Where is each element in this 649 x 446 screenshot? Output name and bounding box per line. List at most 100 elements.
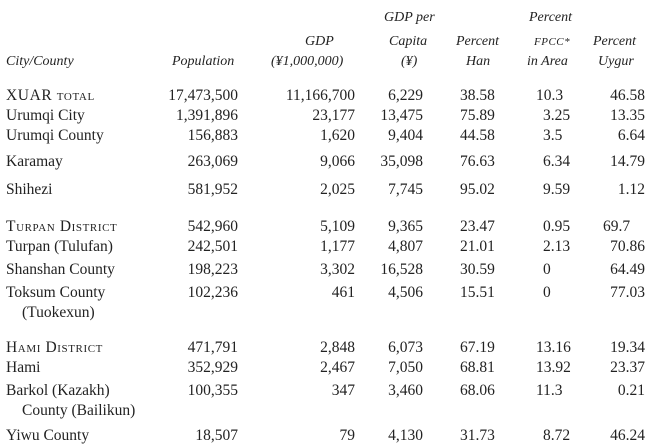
row-name: Shihezi xyxy=(6,181,53,198)
row-percent-fpcc: 8.72 xyxy=(543,427,571,444)
row-gdp: 9,066 xyxy=(320,153,355,170)
row-population: 102,236 xyxy=(187,284,238,301)
header-population: Population xyxy=(172,54,235,69)
row-gdp-per-capita: 13,475 xyxy=(380,107,423,124)
row-percent-uygur: 46.24 xyxy=(610,427,645,444)
row-population: 471,791 xyxy=(187,339,238,356)
table-row: Hami 352,929 2,467 7,050 68.81 13.92 23.… xyxy=(4,358,649,378)
row-percent-fpcc: 11.3 xyxy=(536,382,563,399)
header-gdp-line-2: (¥1,000,000) xyxy=(271,54,344,69)
row-name: Hami xyxy=(6,359,41,376)
row-percent-uygur: 69.7 xyxy=(603,218,631,235)
row-name: Turpan District xyxy=(6,218,118,235)
row-population: 18,507 xyxy=(195,427,238,444)
table-row: Urumqi City 1,391,896 23,177 13,475 75.8… xyxy=(4,106,649,126)
row-percent-uygur: 46.58 xyxy=(610,87,645,104)
row-gdp: 2,848 xyxy=(320,339,355,356)
row-name: Hami District xyxy=(6,339,104,356)
row-gdp-per-capita: 6,229 xyxy=(388,87,423,104)
row-name-continuation: (Tuokexun) xyxy=(22,304,95,321)
row-gdp: 11,166,700 xyxy=(285,87,355,104)
row-percent-uygur: 64.49 xyxy=(610,261,645,278)
header-uygur-line-1: Percent xyxy=(593,34,637,49)
row-percent-uygur: 14.79 xyxy=(610,153,645,170)
row-percent-han: 38.58 xyxy=(460,87,495,104)
table-row: Shanshan County 198,223 3,302 16,528 30.… xyxy=(4,260,649,280)
table-row: XUAR total 17,473,500 11,166,700 6,229 3… xyxy=(4,86,649,106)
header-fpcc-line-3: in Area xyxy=(527,54,568,69)
row-percent-fpcc: 0 xyxy=(543,284,551,301)
row-population: 198,223 xyxy=(187,261,238,278)
row-percent-fpcc: 3.25 xyxy=(543,107,571,124)
row-percent-uygur: 19.34 xyxy=(610,339,645,356)
row-percent-fpcc: 6.34 xyxy=(543,153,571,170)
row-percent-fpcc: 0.95 xyxy=(543,218,571,235)
row-gdp-per-capita: 3,460 xyxy=(388,382,423,399)
header-uygur-line-2: Uygur xyxy=(598,54,634,69)
row-population: 542,960 xyxy=(187,218,238,235)
row-percent-fpcc: 0 xyxy=(543,261,551,278)
table-row: Karamay 263,069 9,066 35,098 76.63 6.34 … xyxy=(4,152,649,172)
header-han-line-2: Han xyxy=(466,54,491,69)
row-gdp: 2,025 xyxy=(320,181,355,198)
row-gdp: 2,467 xyxy=(320,359,355,376)
row-name: Toksum County xyxy=(6,284,106,301)
header-fpcc-line-1: Percent xyxy=(529,10,573,25)
row-percent-uygur: 6.64 xyxy=(617,127,645,144)
row-percent-han: 68.81 xyxy=(460,359,495,376)
row-percent-uygur: 77.03 xyxy=(610,284,645,301)
row-percent-uygur: 70.86 xyxy=(610,238,645,255)
row-percent-uygur: 1.12 xyxy=(617,181,645,198)
row-gdp-per-capita: 4,807 xyxy=(388,238,423,255)
row-gdp: 79 xyxy=(339,427,356,444)
row-gdp-per-capita: 4,506 xyxy=(388,284,423,301)
row-percent-han: 21.01 xyxy=(460,238,495,255)
header-city: City/County xyxy=(6,54,74,69)
table-row: Turpan (Tulufan) 242,501 1,177 4,807 21.… xyxy=(4,237,649,257)
row-percent-uygur: 13.35 xyxy=(610,107,645,124)
row-name-continuation: County (Bailikun) xyxy=(22,402,136,419)
row-percent-fpcc: 10.3 xyxy=(536,87,564,104)
row-percent-fpcc: 3.5 xyxy=(543,127,563,144)
row-percent-han: 67.19 xyxy=(460,339,495,356)
row-percent-uygur: 23.37 xyxy=(610,359,645,376)
row-population: 581,952 xyxy=(187,181,238,198)
row-percent-han: 75.89 xyxy=(460,107,495,124)
row-name: Barkol (Kazakh) xyxy=(6,382,110,399)
row-population: 17,473,500 xyxy=(168,87,238,104)
table-row: Barkol (Kazakh) County (Bailikun) 100,35… xyxy=(4,381,649,423)
header-fpcc-line-2: FPCC* xyxy=(534,36,571,48)
row-name: Urumqi County xyxy=(6,127,104,144)
row-gdp-per-capita: 7,050 xyxy=(388,359,423,376)
row-name: Karamay xyxy=(6,153,63,170)
table-row: Urumqi County 156,883 1,620 9,404 44.58 … xyxy=(4,126,649,146)
row-population: 156,883 xyxy=(187,127,238,144)
row-percent-fpcc: 2.13 xyxy=(543,238,571,255)
row-gdp: 23,177 xyxy=(312,107,355,124)
row-gdp-per-capita: 9,365 xyxy=(388,218,423,235)
row-gdp: 1,177 xyxy=(320,238,355,255)
table-row: Yiwu County 18,507 79 4,130 31.73 8.72 4… xyxy=(4,426,649,446)
row-percent-fpcc: 13.92 xyxy=(536,359,571,376)
table-row: Turpan District 542,960 5,109 9,365 23.4… xyxy=(4,217,649,237)
row-name: XUAR total xyxy=(6,87,95,104)
row-gdp: 5,109 xyxy=(320,218,355,235)
row-population: 242,501 xyxy=(187,238,238,255)
row-population: 100,355 xyxy=(187,382,238,399)
row-percent-han: 44.58 xyxy=(460,127,495,144)
row-percent-han: 68.06 xyxy=(460,382,495,399)
header-gdppc-line-3: (¥) xyxy=(401,54,418,69)
row-percent-han: 23.47 xyxy=(460,218,495,235)
row-gdp: 461 xyxy=(331,284,355,301)
row-population: 1,391,896 xyxy=(176,107,238,124)
row-gdp: 3,302 xyxy=(320,261,355,278)
row-gdp-per-capita: 7,745 xyxy=(388,181,423,198)
header-gdp-line-1: GDP xyxy=(305,34,334,49)
row-percent-han: 30.59 xyxy=(460,261,495,278)
row-percent-han: 31.73 xyxy=(460,427,495,444)
row-gdp-per-capita: 35,098 xyxy=(380,153,423,170)
row-population: 352,929 xyxy=(187,359,238,376)
table-row: Toksum County (Tuokexun) 102,236 461 4,5… xyxy=(4,283,649,325)
row-percent-han: 76.63 xyxy=(460,153,495,170)
header-gdppc-line-1: GDP per xyxy=(384,10,435,25)
